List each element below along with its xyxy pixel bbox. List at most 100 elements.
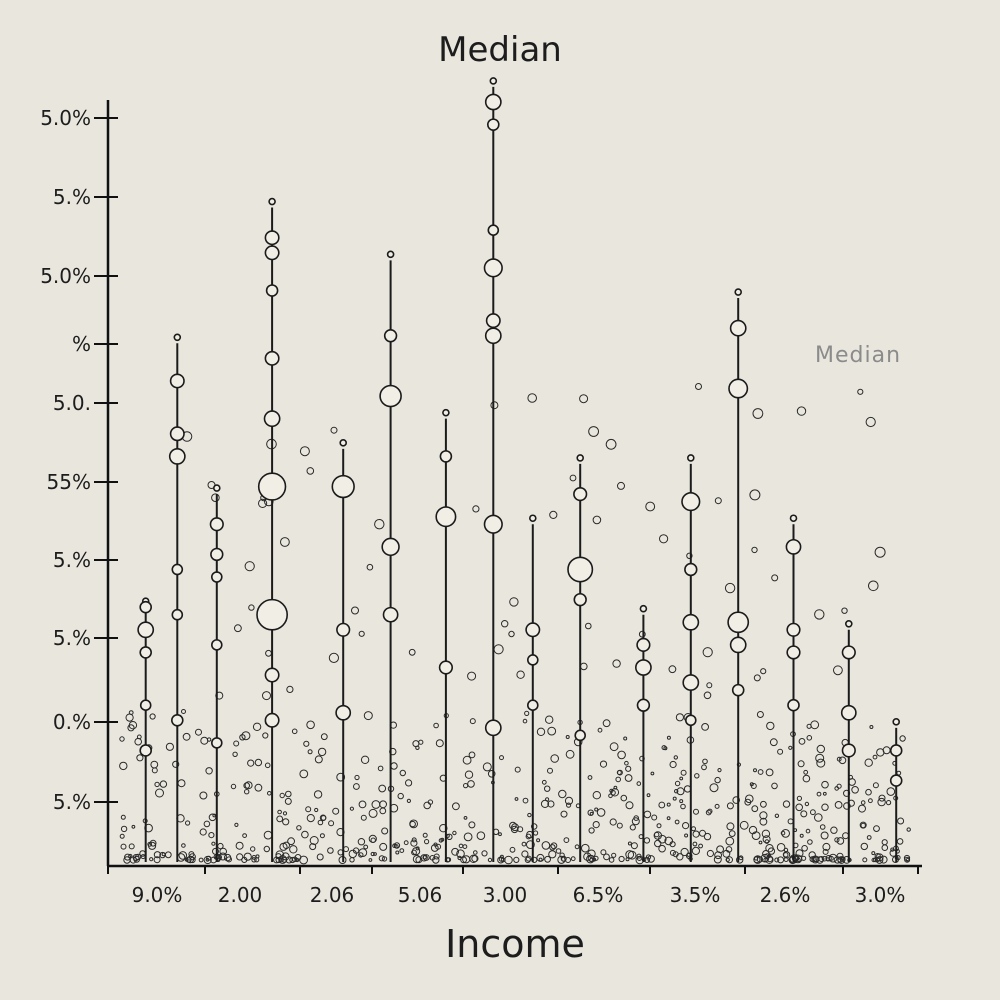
background-dot — [159, 851, 166, 859]
background-dot — [810, 720, 820, 730]
background-dot — [787, 818, 794, 825]
background-dot — [119, 761, 128, 771]
data-point — [139, 646, 152, 659]
background-dot — [666, 816, 671, 821]
background-dot — [588, 827, 595, 834]
background-dot — [745, 794, 754, 804]
x-tick-label: 3.00 — [483, 883, 528, 907]
data-point — [485, 313, 501, 329]
background-dot — [714, 776, 721, 784]
background-dot — [724, 582, 736, 594]
background-dot — [597, 727, 603, 733]
background-dot — [579, 394, 589, 404]
background-dot — [548, 850, 557, 859]
background-dot — [899, 735, 906, 742]
background-dot — [378, 855, 385, 862]
background-dot — [618, 855, 625, 863]
background-dot — [366, 563, 374, 571]
background-dot — [873, 825, 880, 832]
background-dot — [149, 839, 157, 847]
background-dot — [760, 668, 767, 675]
background-dot — [699, 829, 706, 837]
background-dot — [379, 800, 388, 809]
background-dot — [149, 713, 156, 720]
background-dot — [643, 810, 652, 819]
stem-tip-marker — [339, 439, 348, 447]
background-dot — [865, 788, 872, 796]
background-dot — [319, 833, 325, 839]
background-dot — [289, 856, 296, 864]
background-dot — [151, 767, 158, 774]
background-dot — [559, 852, 565, 858]
background-dot — [837, 856, 846, 864]
background-dot — [147, 841, 153, 847]
background-dot — [679, 799, 684, 804]
background-dot — [349, 806, 354, 811]
background-dot — [254, 783, 263, 792]
background-dot — [881, 839, 888, 846]
background-dot — [292, 856, 298, 863]
background-dot — [809, 856, 816, 863]
background-dot — [769, 738, 778, 747]
background-dot — [816, 758, 826, 768]
background-dot — [874, 546, 886, 558]
background-dot — [399, 769, 406, 777]
background-dot — [164, 851, 172, 859]
data-point — [567, 556, 594, 583]
background-dot — [317, 747, 327, 757]
background-dot — [541, 779, 547, 785]
background-dot — [550, 754, 560, 763]
background-dot — [379, 842, 388, 851]
background-dot — [265, 649, 272, 657]
background-dot — [504, 855, 513, 865]
background-dot — [410, 839, 418, 847]
data-point — [636, 637, 651, 652]
data-point — [379, 384, 402, 408]
x-tick-label: 3.0% — [855, 883, 906, 907]
background-dot — [540, 799, 550, 809]
background-dot — [469, 854, 478, 863]
background-dot — [236, 853, 244, 861]
background-dot — [159, 780, 168, 788]
background-dot — [751, 546, 758, 554]
background-dot — [316, 853, 324, 861]
y-tick-label: 5.% — [53, 790, 91, 814]
background-dot — [527, 812, 532, 818]
background-dot — [399, 848, 405, 853]
background-dot — [370, 851, 375, 857]
background-dot — [759, 817, 768, 826]
background-dot — [803, 769, 809, 775]
background-dot — [314, 755, 323, 764]
background-dot — [458, 843, 464, 849]
background-dot — [328, 652, 339, 664]
background-dot — [165, 742, 174, 751]
background-dot — [424, 839, 430, 845]
data-point — [684, 562, 698, 577]
background-dot — [675, 713, 685, 722]
background-dot — [756, 711, 764, 718]
background-dot — [148, 841, 157, 850]
background-dot — [782, 800, 791, 808]
background-dot — [328, 820, 335, 827]
background-dot — [680, 769, 687, 776]
background-dot — [570, 856, 576, 862]
background-dot — [805, 828, 811, 834]
data-point — [264, 245, 280, 261]
background-dot — [280, 537, 290, 547]
background-dot — [371, 800, 381, 809]
background-dot — [767, 854, 772, 858]
background-dot — [381, 856, 388, 862]
background-dot — [536, 853, 545, 862]
background-dot — [763, 857, 769, 863]
background-dot — [638, 630, 646, 638]
background-dot — [859, 821, 867, 829]
background-dot — [286, 685, 294, 694]
background-dot — [783, 847, 789, 853]
background-dot — [736, 856, 744, 864]
background-dot — [243, 852, 252, 861]
background-dot — [877, 797, 886, 807]
background-dot — [611, 852, 617, 858]
background-dot — [392, 843, 397, 849]
data-point — [382, 606, 399, 623]
